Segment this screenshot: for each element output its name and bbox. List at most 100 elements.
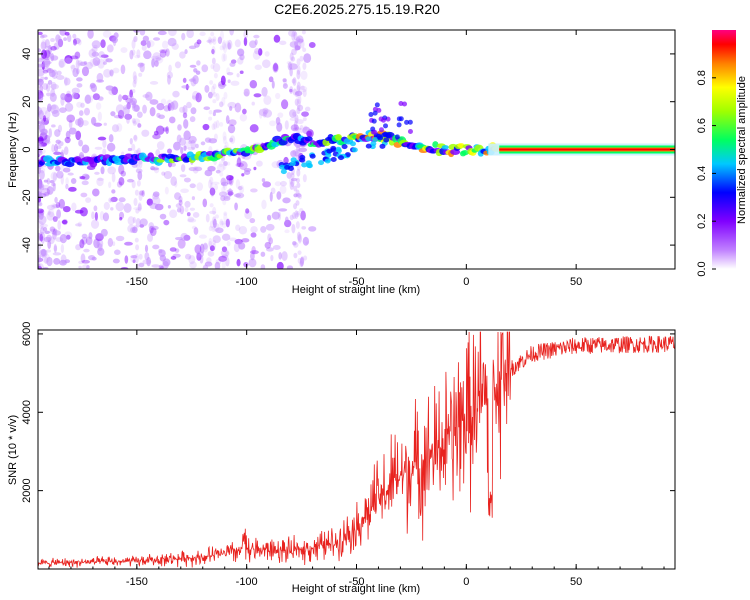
noise-blob (137, 62, 144, 68)
noise-blob (81, 144, 90, 154)
band-blob (300, 256, 305, 265)
band-blob (210, 187, 215, 198)
noise-blob (153, 37, 161, 41)
noise-blob (46, 256, 53, 267)
noise-blob (38, 141, 43, 149)
noise-blob (145, 91, 153, 101)
band-blob (213, 133, 218, 141)
branch-blob (306, 163, 313, 169)
noise-blob (91, 211, 95, 220)
branch-blob (371, 118, 377, 124)
noise-blob (120, 266, 129, 269)
band-blob (133, 225, 138, 232)
branch-blob (372, 110, 378, 116)
noise-blob (46, 249, 51, 253)
branch-blob (279, 164, 286, 170)
noise-blob (248, 258, 257, 268)
noise-blob (75, 59, 80, 70)
x-tick-label: -50 (349, 576, 365, 588)
noise-blob (78, 265, 82, 269)
noise-blob (261, 86, 268, 97)
noise-blob (115, 104, 125, 114)
noise-blob (184, 49, 188, 55)
noise-blob (178, 199, 183, 206)
branch-blob (383, 123, 389, 129)
branch-blob (284, 164, 291, 170)
noise-blob (38, 94, 45, 98)
noise-blob (267, 233, 272, 242)
noise-blob (155, 149, 161, 157)
noise-blob (54, 196, 58, 204)
noise-blob (221, 246, 228, 253)
noise-blob (187, 146, 196, 151)
noise-blob (163, 219, 170, 226)
noise-blob (239, 161, 248, 170)
noise-blob (58, 58, 66, 68)
noise-blob (194, 166, 203, 172)
noise-blob (167, 148, 172, 154)
y-tick-label: 0 (21, 146, 33, 152)
noise-blob (189, 183, 196, 189)
band-blob (131, 49, 136, 56)
band-blob (208, 146, 213, 153)
noise-blob (218, 191, 228, 197)
noise-blob (51, 144, 55, 153)
noise-blob (237, 57, 244, 65)
branch-blob (374, 102, 380, 108)
noise-blob (83, 248, 90, 253)
noise-blob (105, 58, 113, 63)
noise-blob (53, 228, 57, 234)
noise-blob (284, 120, 289, 130)
noise-blob (212, 218, 217, 229)
noise-blob (304, 106, 311, 112)
snr-xlabel: Height of straight line (km) (292, 583, 420, 595)
band-blob (210, 31, 215, 37)
branch-blob (280, 169, 287, 175)
band-blob (133, 35, 138, 42)
noise-blob (93, 122, 103, 127)
band-blob (302, 47, 307, 53)
noise-blob (116, 123, 123, 133)
branch-blob (309, 153, 316, 159)
branch-blob (338, 155, 345, 161)
noise-blob (182, 77, 187, 83)
noise-blob (165, 48, 170, 57)
noise-blob (93, 44, 98, 48)
noise-blob (159, 49, 167, 58)
noise-blob (68, 186, 77, 192)
noise-blob (138, 62, 146, 67)
noise-blob (42, 69, 49, 74)
noise-blob (110, 196, 118, 203)
noise-blob (295, 90, 303, 97)
band-blob (292, 111, 297, 117)
noise-blob (243, 37, 248, 47)
band-blob (221, 186, 226, 194)
noise-blob (151, 58, 155, 68)
noise-blob (47, 80, 53, 85)
noise-blob (298, 147, 308, 153)
noise-blob (93, 205, 98, 212)
band-blob (294, 38, 299, 48)
band-blob (222, 222, 227, 229)
noise-blob (179, 106, 186, 113)
noise-blob (269, 120, 277, 127)
noise-blob (117, 109, 125, 119)
noise-blob (81, 259, 90, 264)
noise-blob (279, 40, 287, 46)
noise-blob (183, 130, 191, 141)
band-blob (211, 225, 216, 233)
noise-blob (48, 44, 52, 55)
noise-blob (239, 185, 245, 194)
branch-blob (380, 117, 386, 123)
band-blob (224, 190, 229, 200)
band-blob (135, 208, 140, 214)
noise-blob (51, 182, 56, 187)
band-blob (223, 211, 228, 216)
noise-blob (124, 255, 129, 264)
noise-blob (291, 48, 297, 56)
band-blob (296, 81, 301, 92)
noise-blob (237, 186, 243, 191)
branch-blob (330, 145, 337, 151)
noise-blob (50, 203, 58, 210)
noise-blob (73, 52, 79, 61)
